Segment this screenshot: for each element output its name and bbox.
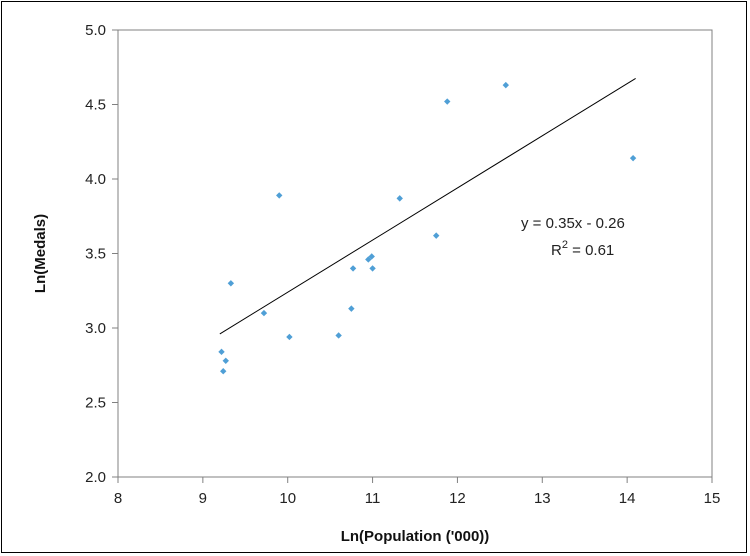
data-point	[396, 195, 403, 202]
plot-border	[117, 29, 713, 478]
data-point	[444, 98, 451, 105]
x-tick-label: 15	[704, 490, 721, 507]
y-axis-ticks: 2.0 2.5 3.0 3.5 4.0 4.5 5.0	[85, 22, 118, 486]
y-tick-label: 3.5	[85, 246, 106, 263]
y-tick-label: 4.0	[85, 171, 106, 188]
data-point	[227, 280, 235, 287]
y-tick-label: 3.0	[85, 320, 106, 337]
r-squared-superscript: 2	[562, 239, 568, 251]
x-tick-label: 13	[534, 490, 551, 507]
data-point	[286, 333, 293, 341]
data-points	[218, 81, 637, 375]
data-point	[276, 192, 283, 199]
data-point	[349, 265, 357, 272]
data-point	[433, 232, 440, 239]
x-axis-ticks: 8 9 10 11 12 13 14 15	[114, 477, 721, 507]
data-point	[260, 309, 268, 317]
data-point	[335, 332, 342, 339]
x-tick-label: 11	[365, 490, 381, 507]
trendline-group	[219, 77, 636, 335]
r-squared-value: = 0.61	[568, 242, 614, 259]
data-point	[348, 305, 355, 312]
y-tick-label: 4.5	[85, 97, 106, 114]
y-tick-label: 5.0	[85, 22, 106, 39]
x-tick-label: 12	[449, 490, 466, 507]
x-tick-label: 10	[279, 490, 296, 507]
r-squared-symbol: R	[551, 242, 562, 259]
data-point	[369, 265, 376, 272]
y-tick-label: 2.5	[85, 395, 106, 412]
data-point	[629, 154, 637, 162]
x-tick-label: 9	[199, 490, 207, 507]
data-point	[502, 81, 509, 89]
y-axis-title: Ln(Medals)	[32, 214, 49, 293]
data-point	[220, 368, 227, 375]
r-squared-label: R2 = 0.61	[551, 239, 614, 259]
plot-area	[117, 29, 713, 478]
trendline	[219, 77, 636, 335]
data-point	[368, 253, 375, 260]
x-tick-label: 8	[114, 490, 122, 507]
y-tick-label: 2.0	[85, 469, 106, 486]
trendline-equation: y = 0.35x - 0.26	[521, 215, 625, 232]
data-point	[218, 348, 225, 356]
data-point	[222, 357, 229, 364]
x-axis-title: Ln(Population ('000))	[341, 528, 490, 545]
x-tick-label: 14	[619, 490, 636, 507]
